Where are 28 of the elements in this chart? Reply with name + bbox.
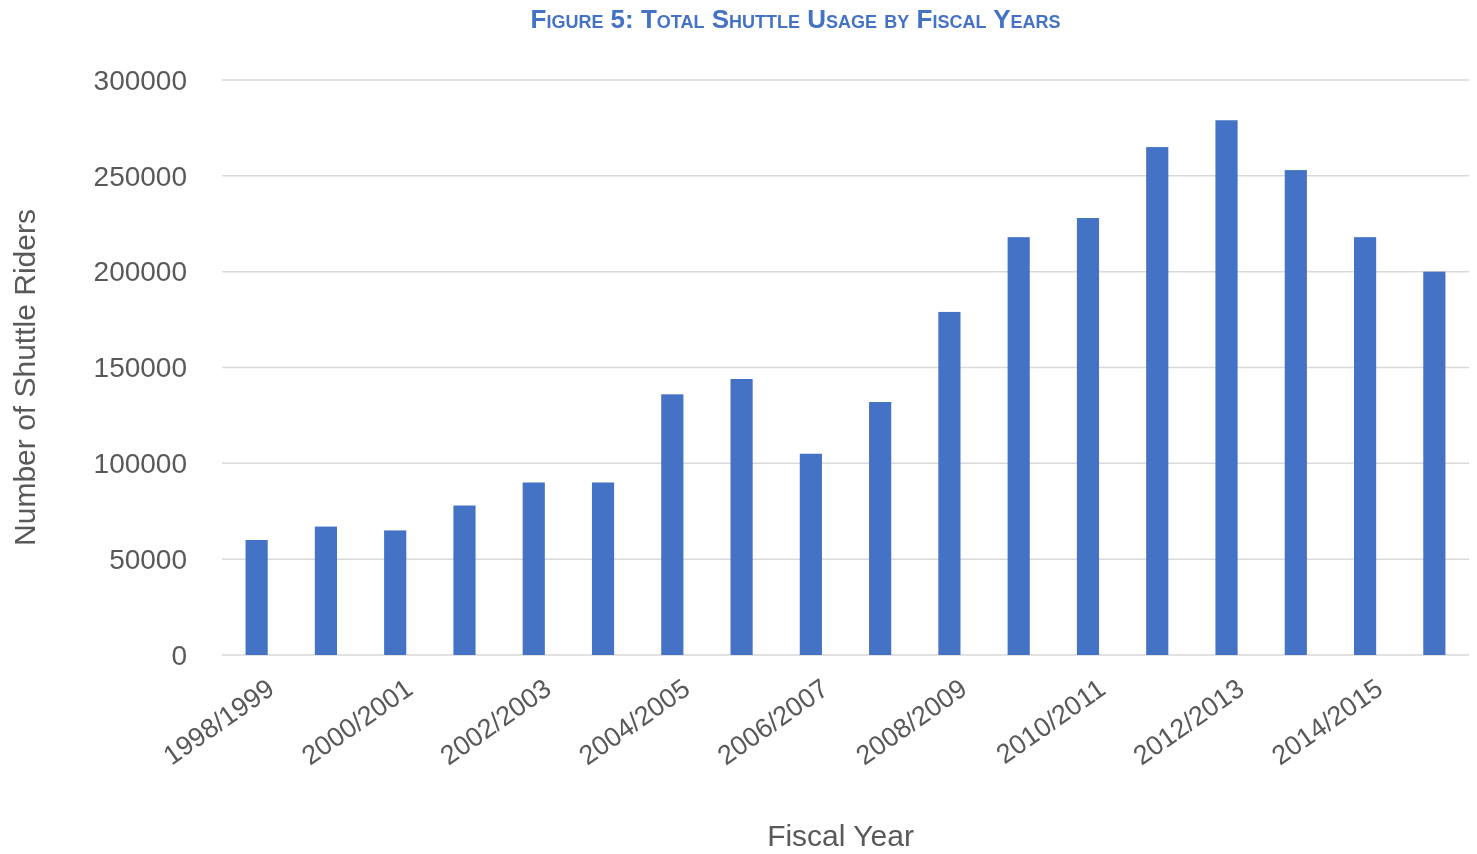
chart-title: Figure 5: Total Shuttle Usage by Fiscal Years [530,4,1061,34]
bar [799,453,822,655]
bar [453,505,476,655]
bar [730,379,753,655]
bar [869,402,892,655]
bar [522,482,545,655]
y-tick-label: 150000 [93,352,187,384]
bar [1215,120,1238,655]
bar [1284,170,1307,655]
y-tick-label: 100000 [93,448,187,480]
y-tick-label: 300000 [93,64,187,96]
bar [938,311,961,655]
bar [661,394,684,655]
y-tick-label: 50000 [109,543,187,575]
x-axis-title: Fiscal Year [767,819,914,852]
y-tick-label: 0 [171,639,187,671]
bar [1076,218,1100,655]
bar [1007,237,1030,655]
bar [1354,237,1377,655]
bar [1423,271,1446,655]
y-tick-label: 250000 [93,160,187,192]
bar [591,482,615,655]
y-axis-title: Number of Shuttle Riders [8,209,41,546]
bar [384,530,407,655]
bar [314,526,337,655]
bar [245,540,268,655]
bar [1146,147,1169,655]
y-tick-label: 200000 [93,256,187,288]
